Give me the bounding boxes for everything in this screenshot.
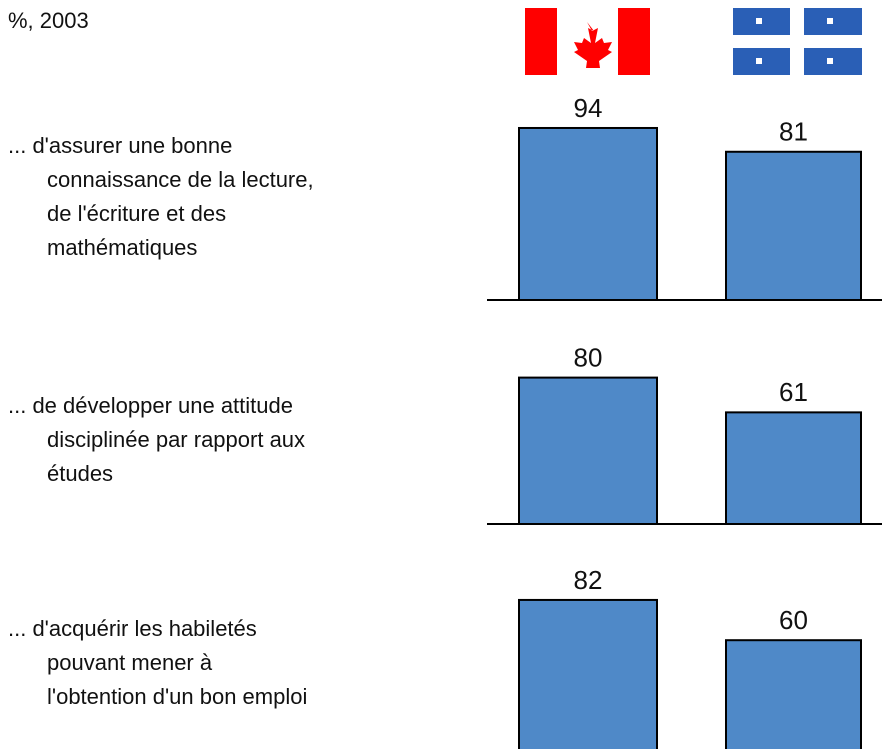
value-label: 60	[779, 605, 808, 635]
category-label: ... d'acquérir les habiletés	[8, 616, 257, 641]
value-label: 80	[574, 342, 603, 372]
bar	[518, 126, 658, 302]
bar	[518, 376, 658, 525]
bar	[725, 150, 862, 301]
category-label: ... d'assurer une bonne	[8, 133, 232, 158]
value-label: 81	[779, 117, 808, 147]
category-label: études	[47, 461, 113, 486]
value-label: 82	[574, 565, 603, 595]
flag-canada	[525, 8, 650, 75]
value-label: 94	[574, 93, 603, 123]
category-label: de l'écriture et des	[47, 201, 226, 226]
category-label: connaissance de la lecture,	[47, 167, 314, 192]
category-label: l'obtention d'un bon emploi	[47, 684, 307, 709]
category-label: disciplinée par rapport aux	[47, 427, 305, 452]
bar	[725, 411, 862, 525]
category-label: pouvant mener à	[47, 650, 213, 675]
bar	[518, 598, 658, 749]
subtitle: %, 2003	[8, 8, 89, 33]
value-label: 61	[779, 377, 808, 407]
flag-quebec	[733, 8, 862, 75]
category-label: ... de développer une attitude	[8, 393, 293, 418]
category-label: mathématiques	[47, 235, 197, 260]
bar	[725, 639, 862, 749]
